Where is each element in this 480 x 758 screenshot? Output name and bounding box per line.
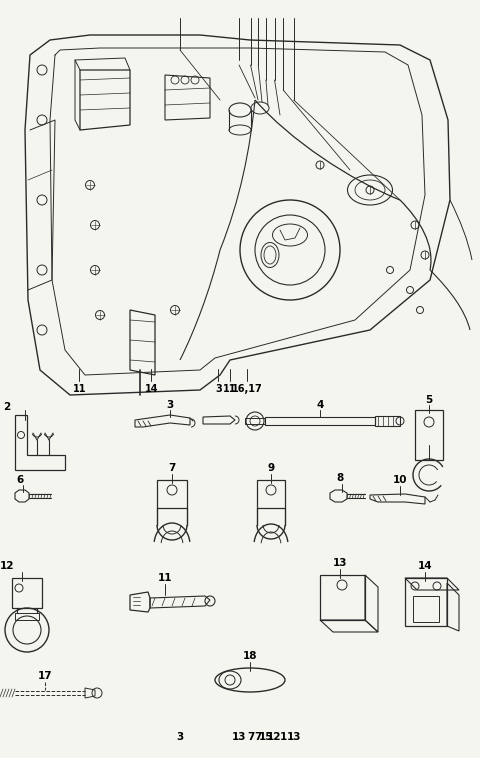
Text: 12: 12 xyxy=(0,561,14,571)
Text: 15: 15 xyxy=(259,731,273,742)
Text: 10: 10 xyxy=(393,475,407,485)
Text: 14: 14 xyxy=(418,561,432,571)
Text: 7: 7 xyxy=(254,731,262,742)
Text: 13: 13 xyxy=(232,731,246,742)
Text: 5: 5 xyxy=(425,395,432,405)
Text: 11: 11 xyxy=(72,384,86,394)
Text: 7: 7 xyxy=(247,731,254,742)
Text: 6: 6 xyxy=(16,475,24,485)
Text: 3: 3 xyxy=(167,400,174,410)
Text: 2: 2 xyxy=(3,402,11,412)
Text: 13: 13 xyxy=(333,558,347,568)
Text: 16,17: 16,17 xyxy=(232,384,263,394)
Text: 7: 7 xyxy=(168,463,176,473)
Text: 9: 9 xyxy=(267,463,275,473)
Text: 3: 3 xyxy=(215,384,222,394)
Text: 4: 4 xyxy=(316,400,324,410)
Text: 1: 1 xyxy=(279,731,287,742)
Text: 3: 3 xyxy=(176,731,184,742)
Text: 14: 14 xyxy=(144,384,158,394)
Text: 12: 12 xyxy=(267,731,282,742)
Text: 18: 18 xyxy=(243,651,257,661)
Text: 13: 13 xyxy=(287,731,301,742)
Text: 11: 11 xyxy=(158,573,172,583)
Text: 11: 11 xyxy=(223,384,237,394)
Text: 8: 8 xyxy=(336,473,344,483)
Text: 17: 17 xyxy=(38,671,52,681)
